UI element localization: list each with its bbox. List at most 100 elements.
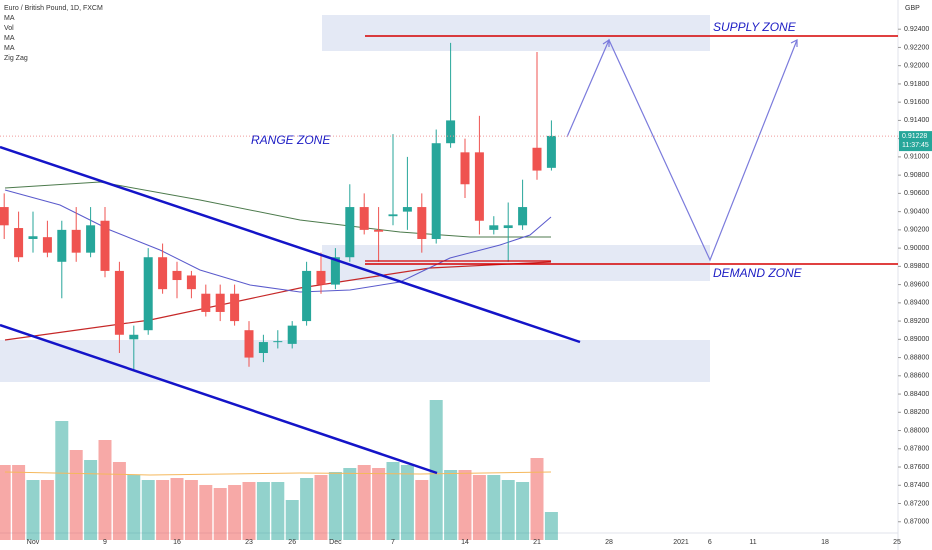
candle-body (230, 293, 240, 322)
y-tick-label: 0.90200 (904, 227, 929, 234)
x-tick-label: 26 (288, 539, 296, 546)
volume-bar (55, 421, 69, 540)
annotation: RANGE ZONE (251, 133, 331, 147)
volume-bar (271, 482, 285, 540)
volume-bar (199, 485, 213, 540)
x-tick-label: Nov (27, 539, 40, 546)
candle-body (42, 237, 52, 253)
volume-bar (372, 468, 386, 540)
volume-bar (516, 482, 530, 540)
volume-bar (429, 400, 443, 540)
countdown: 11:37:45 (902, 142, 929, 149)
indicator: Vol (4, 25, 14, 32)
x-tick-label: 2021 (673, 539, 689, 546)
candle-body (215, 293, 225, 312)
volume-bar (501, 480, 515, 540)
currency: GBP (905, 5, 920, 12)
volume-bar (112, 462, 126, 540)
y-tick-label: 0.87200 (904, 500, 929, 507)
candle-body (158, 257, 168, 290)
y-tick-label: 0.88000 (904, 427, 929, 434)
ma-red (4, 261, 552, 341)
zones (0, 15, 710, 382)
volume-bar (213, 488, 227, 540)
volume-bar (285, 500, 299, 540)
chart-title: Euro / British Pound, 1D, FXCM (4, 5, 103, 12)
volume-bar (458, 470, 472, 540)
x-tick-label: 11 (749, 539, 756, 546)
ma-green (4, 181, 551, 238)
x-tick-label: Dec (329, 539, 342, 546)
candle-body (28, 236, 38, 239)
y-tick-label: 0.87000 (904, 519, 929, 526)
volume-bar (472, 475, 486, 540)
candle-body (345, 207, 355, 258)
zigzag-projection (566, 38, 798, 262)
candle-body (186, 275, 196, 290)
lower-zone (0, 340, 710, 382)
arrow-head (602, 38, 610, 47)
y-tick-label: 0.92200 (904, 44, 929, 51)
candle-body (518, 207, 528, 226)
y-tick-label: 0.91400 (904, 117, 929, 124)
x-tick-label: 28 (605, 539, 613, 546)
candle-body (474, 152, 484, 221)
volume-bar (300, 478, 314, 540)
y-tick-label: 0.90400 (904, 208, 929, 215)
candle-body (359, 207, 369, 230)
volume-bar (12, 465, 26, 540)
candle-body (388, 214, 398, 217)
last-price-box (899, 131, 932, 152)
volume-bar (314, 475, 328, 540)
y-tick-label: 0.89200 (904, 318, 929, 325)
candle-body (302, 270, 312, 322)
volume-bar (444, 470, 458, 540)
indicator: MA (4, 35, 15, 42)
volume-bar (184, 480, 198, 540)
volume-bar (84, 460, 98, 540)
x-tick-label: 7 (391, 539, 395, 546)
y-tick-label: 0.90600 (904, 190, 929, 197)
volume-bar (357, 465, 371, 540)
candle-body (201, 293, 211, 312)
indicator: MA (4, 45, 15, 52)
volume-bar (256, 482, 270, 540)
channel-upper (0, 145, 581, 344)
y-tick-label: 0.90000 (904, 245, 929, 252)
volume-bar (343, 468, 357, 540)
volume-bar (156, 480, 170, 540)
candle-body (0, 207, 9, 226)
annotation: DEMAND ZONE (713, 266, 803, 280)
candle-body (71, 229, 81, 253)
y-tick-label: 0.91800 (904, 81, 929, 88)
volume-bar (26, 480, 40, 540)
candle-body (316, 270, 326, 285)
volume-bar (141, 480, 155, 540)
last-price-label: 0.91228 (902, 133, 927, 140)
x-tick-label: 21 (533, 539, 541, 546)
volume-bar (98, 440, 112, 540)
y-tick-label: 0.87800 (904, 446, 929, 453)
candles (0, 42, 556, 372)
volume-ma (4, 471, 552, 476)
volume-bar (127, 475, 141, 540)
candle-body (287, 325, 297, 344)
volume-bar (400, 465, 414, 540)
y-tick-label: 0.88600 (904, 373, 929, 380)
candle-body (532, 147, 542, 171)
x-tick-label: 23 (245, 539, 253, 546)
candle-body (258, 342, 268, 354)
supply-zone (322, 15, 710, 51)
moving-averages (4, 181, 552, 476)
x-tick-label: 18 (821, 539, 829, 546)
candle-body (460, 152, 470, 185)
candle-body (129, 334, 139, 340)
candle-body (446, 120, 456, 144)
candle-body (402, 207, 412, 212)
volume-bar (170, 478, 184, 540)
y-tick-label: 0.92000 (904, 63, 929, 70)
y-tick-label: 0.89000 (904, 336, 929, 343)
volume-bar (69, 450, 83, 540)
y-tick-label: 0.90800 (904, 172, 929, 179)
